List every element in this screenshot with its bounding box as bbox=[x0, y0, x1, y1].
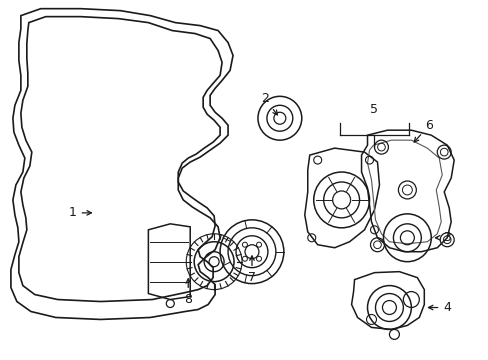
Text: 2: 2 bbox=[261, 92, 277, 115]
Text: 1: 1 bbox=[69, 206, 91, 219]
Text: 7: 7 bbox=[247, 256, 255, 284]
Text: 8: 8 bbox=[184, 279, 192, 306]
Text: 6: 6 bbox=[413, 119, 432, 142]
Text: 3: 3 bbox=[434, 231, 450, 244]
Text: 5: 5 bbox=[370, 103, 378, 116]
Text: 4: 4 bbox=[427, 301, 450, 314]
